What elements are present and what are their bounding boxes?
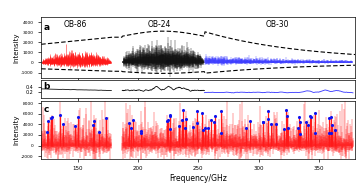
Point	[130, 118, 136, 121]
Point	[218, 132, 224, 135]
Point	[48, 116, 53, 119]
Point	[265, 109, 270, 112]
Point	[326, 132, 332, 135]
Point	[326, 117, 332, 120]
Point	[60, 122, 66, 125]
Text: b: b	[44, 82, 50, 91]
Point	[243, 126, 249, 129]
Text: OB-86: OB-86	[64, 20, 87, 29]
Text: OB-30: OB-30	[265, 20, 289, 29]
Point	[212, 114, 218, 117]
Text: c: c	[44, 105, 49, 114]
Point	[126, 121, 132, 124]
Point	[265, 118, 271, 121]
Point	[91, 119, 97, 122]
Point	[45, 120, 51, 123]
Point	[90, 124, 96, 127]
Point	[167, 114, 173, 117]
Point	[297, 132, 303, 136]
Point	[296, 115, 302, 118]
Point	[57, 114, 63, 117]
Point	[179, 118, 185, 121]
Text: a: a	[44, 23, 50, 32]
Point	[165, 119, 171, 122]
Point	[73, 125, 78, 128]
Point	[218, 110, 224, 113]
Point	[312, 112, 318, 115]
Point	[297, 121, 303, 124]
Point	[332, 128, 337, 131]
Text: OB-24: OB-24	[148, 20, 171, 29]
Point	[45, 131, 50, 134]
Point	[281, 127, 286, 130]
Point	[167, 115, 173, 118]
Point	[273, 122, 279, 125]
Point	[138, 129, 144, 132]
Point	[182, 126, 188, 129]
Point	[194, 110, 200, 113]
Point	[211, 121, 217, 124]
Point	[260, 121, 266, 124]
Point	[268, 123, 274, 126]
Point	[202, 126, 208, 129]
Point	[247, 119, 253, 122]
Point	[329, 124, 335, 127]
Point	[305, 124, 311, 127]
Y-axis label: Intensity: Intensity	[14, 32, 20, 63]
Point	[49, 115, 55, 118]
Point	[205, 126, 211, 129]
Point	[183, 118, 189, 121]
Point	[328, 116, 334, 119]
Point	[284, 114, 290, 117]
Point	[308, 114, 313, 117]
Point	[209, 119, 214, 122]
Point	[308, 115, 314, 118]
Y-axis label: Intensity: Intensity	[14, 114, 20, 145]
Point	[260, 120, 265, 123]
X-axis label: Frequency/GHz: Frequency/GHz	[169, 174, 227, 183]
Point	[103, 117, 109, 120]
Point	[96, 130, 102, 133]
Point	[201, 129, 206, 132]
Point	[75, 116, 81, 119]
Point	[176, 124, 182, 127]
Point	[190, 125, 196, 128]
Point	[138, 132, 144, 135]
Point	[164, 120, 170, 123]
Point	[328, 132, 334, 135]
Point	[195, 122, 200, 125]
Point	[199, 112, 205, 115]
Point	[312, 132, 317, 135]
Point	[167, 128, 173, 131]
Point	[180, 108, 186, 112]
Point	[295, 126, 301, 129]
Point	[283, 108, 289, 112]
Point	[285, 126, 291, 129]
Point	[303, 120, 309, 123]
Point	[129, 126, 134, 129]
